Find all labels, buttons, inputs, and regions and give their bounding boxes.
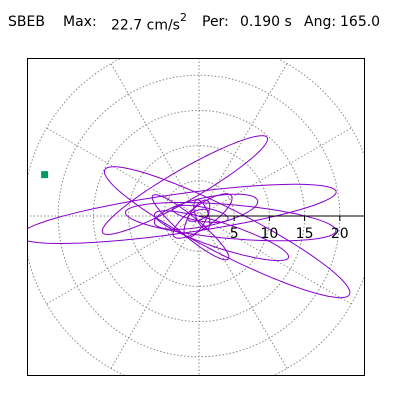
orbit-loop-4 bbox=[154, 210, 290, 262]
radial-tick-label-10: 10 bbox=[260, 226, 278, 242]
max-unit-exponent: 2 bbox=[179, 11, 187, 24]
radial-axis: 5 10 15 20 bbox=[199, 215, 364, 242]
angle-value: 165.0 bbox=[340, 14, 381, 30]
max-value: 22.7 cm/s bbox=[111, 17, 180, 34]
orbit-loop-0 bbox=[28, 183, 337, 244]
orbit-loop-2 bbox=[101, 135, 269, 235]
radial-tick-label-15: 15 bbox=[296, 226, 314, 242]
max-label: Max: bbox=[63, 14, 97, 30]
plot-header: SBEB Max: 22.7 cm/s2 Per: 0.190 s Ang: 1… bbox=[0, 11, 400, 38]
orbit-loop-3 bbox=[125, 202, 337, 242]
radial-tick-label-20: 20 bbox=[331, 226, 349, 242]
orbit-loop-11 bbox=[187, 208, 210, 222]
orbit-loop-1 bbox=[103, 166, 351, 299]
radial-tick-label-5: 5 bbox=[230, 226, 239, 242]
orbit-loop-8 bbox=[172, 204, 229, 223]
orbit-loop-7 bbox=[172, 193, 233, 239]
max-value-group: 22.7 cm/s2 bbox=[111, 11, 187, 34]
max-marker-layer bbox=[41, 171, 49, 179]
period-label: Per: bbox=[202, 14, 229, 30]
angle-label: Ang: bbox=[304, 14, 337, 30]
polar-chart: 5 10 15 20 bbox=[28, 59, 364, 375]
plot-frame: 5 10 15 20 bbox=[27, 58, 365, 376]
period-value: 0.190 s bbox=[240, 14, 292, 30]
orbit-trace bbox=[28, 135, 351, 299]
orbit-loop-10 bbox=[193, 199, 211, 230]
orbit-loop-5 bbox=[153, 193, 259, 230]
station-code: SBEB bbox=[8, 14, 45, 30]
max-point-marker bbox=[41, 171, 49, 179]
orbit-loop-6 bbox=[151, 194, 230, 261]
